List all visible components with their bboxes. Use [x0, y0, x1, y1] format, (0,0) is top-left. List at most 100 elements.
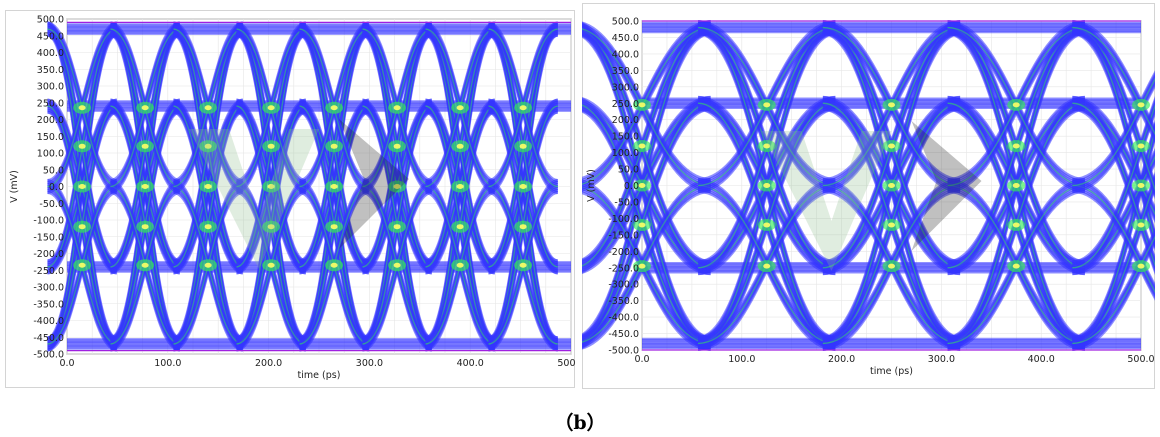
crossing-core — [1012, 102, 1020, 108]
x-tick-label: 200.0 — [255, 358, 282, 369]
crossing-core — [78, 224, 86, 230]
watermark-logo — [189, 119, 409, 269]
y-tick-label: 50.0 — [43, 165, 64, 176]
eye-diagram-right: 0.0 100.0 200.0 300.0 400.0 500.0 500.0 450.0 40… — [582, 3, 1155, 389]
x-tick-label: 300.0 — [356, 358, 383, 369]
eye-trace — [46, 98, 118, 340]
crossing-core — [330, 224, 338, 230]
y-tick-label: 500.0 — [37, 15, 64, 26]
crossing-core — [888, 222, 895, 228]
eye-trace — [425, 21, 496, 182]
y-tick-label: -300.0 — [608, 280, 639, 291]
y-tick-label: -350.0 — [33, 299, 64, 310]
y-tick-label: -350.0 — [608, 296, 639, 307]
eye-trace — [947, 95, 1086, 339]
crossing-core — [330, 105, 338, 111]
y-tick-label: 350.0 — [612, 66, 639, 77]
crossing-core — [204, 224, 212, 230]
y-tick-label: 200.0 — [37, 115, 64, 126]
y-tick-label: -500.0 — [33, 350, 64, 361]
crossing-core — [78, 105, 86, 111]
eye-trace — [362, 21, 433, 182]
crossing-core — [888, 143, 895, 149]
crossing-core — [1137, 102, 1145, 108]
y-tick-label: -150.0 — [608, 230, 639, 241]
crossing-core — [1137, 143, 1145, 149]
eye-trace — [582, 179, 711, 339]
y-tick-labels: 500.0 450.0 400.0 350.0 300.0 250.0 200.0 150.0… — [608, 17, 639, 357]
crossing-core — [141, 105, 149, 111]
crossing-core — [763, 143, 771, 149]
y-axis-label: V (mV) — [9, 170, 20, 203]
y-tick-label: -300.0 — [33, 283, 64, 294]
crossing-core — [638, 102, 646, 108]
crossing-core — [141, 224, 149, 230]
x-tick-labels: 0.0 100.0 200.0 300.0 400.0 500.0 — [634, 354, 1154, 365]
eye-trace — [298, 98, 370, 340]
crossing-core — [267, 262, 275, 268]
y-tick-label: -500.0 — [608, 346, 639, 357]
x-tick-label: 400.0 — [457, 358, 484, 369]
crossing-core — [1137, 222, 1145, 228]
y-tick-label: 450.0 — [612, 33, 639, 44]
crossing-core — [393, 105, 401, 111]
crossing-core — [638, 222, 646, 228]
y-tick-label: 500.0 — [612, 17, 639, 28]
eye-trace — [488, 21, 559, 182]
crossing-core — [267, 184, 275, 189]
crossing-core — [330, 262, 338, 268]
crossing-core — [1012, 263, 1020, 269]
x-tick-label: 200.0 — [828, 354, 855, 365]
crossing-core — [638, 183, 646, 188]
y-tick-label: -50.0 — [39, 199, 64, 210]
x-tick-label: 400.0 — [1028, 354, 1055, 365]
crossing-core — [393, 184, 401, 189]
crossing-core — [267, 143, 275, 149]
crossing-core — [519, 184, 527, 189]
y-tick-label: -250.0 — [608, 263, 639, 274]
eye-trace — [361, 98, 433, 340]
y-axis-label: V (mV) — [586, 169, 597, 202]
y-tick-label: 450.0 — [37, 31, 64, 42]
crossing-core — [204, 105, 212, 111]
y-tick-label: -250.0 — [33, 266, 64, 277]
y-tick-label: 400.0 — [37, 48, 64, 59]
y-tick-label: 400.0 — [612, 49, 639, 60]
y-tick-label: 250.0 — [612, 99, 639, 110]
y-tick-label: 100.0 — [612, 148, 639, 159]
y-tick-label: 300.0 — [612, 82, 639, 93]
crossing-core — [519, 143, 527, 149]
eye-trace — [1072, 178, 1155, 289]
crossing-core — [267, 105, 275, 111]
eye-trace — [424, 98, 496, 340]
crossing-core — [204, 262, 212, 268]
y-tick-label: 100.0 — [37, 149, 64, 160]
y-tick-label: -400.0 — [608, 313, 639, 324]
y-tick-labels: 500.0 450.0 400.0 350.0 300.0 250.0 200.0 150.0… — [33, 15, 64, 361]
x-tick-label: 0.0 — [59, 358, 74, 369]
eye-diagram-left: 0.0 100.0 200.0 300.0 400.0 500.0 500.0 450.0 40… — [5, 10, 575, 388]
eye-trace — [582, 97, 711, 339]
crossing-core — [204, 184, 212, 189]
x-axis-label: time (ps) — [298, 370, 341, 381]
x-axis-label: time (ps) — [870, 366, 913, 377]
y-tick-label: -100.0 — [608, 214, 639, 225]
eye-trace — [173, 21, 244, 182]
y-tick-label: -50.0 — [614, 197, 639, 208]
crossing-core — [204, 143, 212, 149]
crossing-core — [888, 102, 895, 108]
eye-trace — [47, 21, 118, 182]
crossing-core — [519, 262, 527, 268]
y-tick-label: -450.0 — [608, 329, 639, 340]
eye-trace — [822, 178, 961, 339]
crossing-core — [456, 143, 464, 149]
crossing-core — [763, 102, 771, 108]
crossing-core — [393, 143, 401, 149]
crossing-core — [267, 224, 275, 230]
crossing-core — [330, 143, 338, 149]
y-tick-label: 300.0 — [37, 82, 64, 93]
crossing-core — [78, 143, 86, 149]
y-tick-label: 150.0 — [37, 132, 64, 143]
y-tick-label: -150.0 — [33, 232, 64, 243]
eye-trace — [172, 98, 244, 340]
